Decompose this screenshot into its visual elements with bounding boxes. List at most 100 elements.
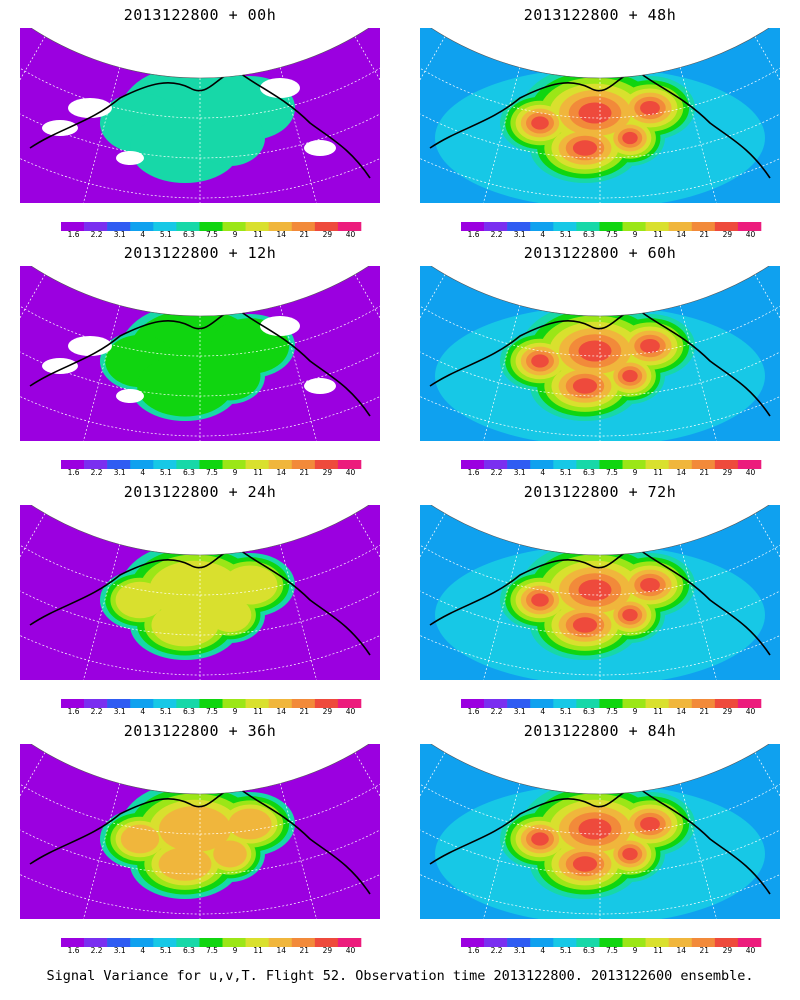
colorbar-swatch <box>714 938 739 947</box>
colorbar-swatch <box>484 460 508 469</box>
colorbar-swatch <box>61 222 85 231</box>
colorbar-swatch <box>507 222 531 231</box>
colorbar: 1.6 2.2 3.1 4 5.1 6.3 7.5 9 11 14 21 29 40 <box>461 222 762 238</box>
colorbar-tick-label: 11 <box>253 468 263 476</box>
colorbar-swatch <box>314 222 339 231</box>
colorbar-tick-label: 4 <box>540 707 545 715</box>
colorbar-swatch <box>268 222 293 231</box>
colorbar-swatch <box>107 460 131 469</box>
colorbar-tick-label: 29 <box>723 707 733 715</box>
colorbar-tick-label: 29 <box>723 946 733 954</box>
colorbar-tick-label: 7.5 <box>206 230 218 238</box>
colorbar-swatch <box>107 938 131 947</box>
panel-title: 2013122800 + 60h <box>523 244 677 262</box>
colorbar-swatch <box>737 460 762 469</box>
colorbar-tick-label: 11 <box>253 946 263 954</box>
colorbar-tick-label: 11 <box>653 230 663 238</box>
colorbar-tick-label: 2.2 <box>91 707 103 715</box>
colorbar-swatch <box>622 222 646 231</box>
colorbar-swatch <box>337 699 362 708</box>
colorbar-swatch <box>668 938 693 947</box>
colorbar-tick-label: 6.3 <box>183 946 195 954</box>
colorbar: 1.6 2.2 3.1 4 5.1 6.3 7.5 9 11 14 21 29 40 <box>61 222 362 238</box>
colorbar-swatch <box>737 222 762 231</box>
colorbar-swatch <box>176 460 200 469</box>
colorbar-tick-label: 5.1 <box>560 946 572 954</box>
colorbar-swatch <box>668 460 693 469</box>
colorbar-tick-label: 11 <box>653 707 663 715</box>
colorbar-tick-label: 21 <box>700 230 710 238</box>
colorbar-swatch <box>199 938 223 947</box>
polar-sector-map <box>420 266 780 441</box>
colorbar-tick-label: 3.1 <box>514 707 526 715</box>
colorbar-tick-label: 7.5 <box>606 946 618 954</box>
colorbar-tick-label: 21 <box>300 230 310 238</box>
colorbar-swatch <box>107 222 131 231</box>
colorbar-tick-label: 40 <box>746 707 756 715</box>
polar-sector-map <box>20 505 380 680</box>
colorbar-swatch <box>691 699 716 708</box>
colorbar-swatch <box>153 460 177 469</box>
colorbar-swatch <box>84 699 108 708</box>
colorbar-swatch <box>576 460 600 469</box>
colorbar-swatch <box>176 222 200 231</box>
colorbar-tick-label: 3.1 <box>114 468 126 476</box>
colorbar-tick-label: 1.6 <box>468 468 480 476</box>
colorbar-tick-label: 1.6 <box>468 946 480 954</box>
colorbar-swatch <box>507 699 531 708</box>
colorbar-tick-label: 3.1 <box>514 230 526 238</box>
colorbar-swatch <box>484 699 508 708</box>
colorbar-swatch <box>461 222 485 231</box>
colorbar-tick-label: 4 <box>140 707 145 715</box>
colorbar-swatch <box>245 460 269 469</box>
colorbar-swatch <box>737 938 762 947</box>
colorbar-swatch <box>153 938 177 947</box>
colorbar-tick-label: 29 <box>323 230 333 238</box>
colorbar-swatch <box>645 222 669 231</box>
colorbar-tick-label: 21 <box>300 707 310 715</box>
colorbar-tick-label: 21 <box>700 468 710 476</box>
colorbar-tick-label: 9 <box>233 468 238 476</box>
colorbar-swatch <box>130 222 154 231</box>
colorbar-tick-label: 5.1 <box>560 707 572 715</box>
colorbar-swatch <box>291 460 316 469</box>
colorbar-swatch <box>576 938 600 947</box>
polar-sector-map <box>420 505 780 680</box>
colorbar-tick-label: 5.1 <box>160 946 172 954</box>
colorbar-swatch <box>153 699 177 708</box>
colorbar-tick-label: 3.1 <box>114 230 126 238</box>
panel-title: 2013122800 + 00h <box>123 6 277 24</box>
colorbar-tick-label: 11 <box>253 707 263 715</box>
colorbar-tick-label: 5.1 <box>160 230 172 238</box>
colorbar-tick-label: 6.3 <box>183 230 195 238</box>
colorbar-tick-label: 7.5 <box>206 707 218 715</box>
colorbar-swatch <box>461 699 485 708</box>
colorbar-swatch <box>530 460 554 469</box>
colorbar-tick-label: 40 <box>346 468 356 476</box>
colorbar-tick-label: 29 <box>323 946 333 954</box>
colorbar-tick-label: 9 <box>233 946 238 954</box>
colorbar-swatch <box>337 938 362 947</box>
colorbar-swatch <box>222 222 246 231</box>
colorbar-tick-label: 1.6 <box>68 946 80 954</box>
colorbar-tick-label: 29 <box>723 230 733 238</box>
colorbar-swatch <box>130 699 154 708</box>
colorbar-swatch <box>553 938 577 947</box>
colorbar-tick-label: 21 <box>300 946 310 954</box>
map-panel: 2013122800 + 72h 1.6 2.2 3.1 4 5.1 6.3 7.5 9 11 14… <box>400 477 800 715</box>
colorbar-tick-label: 1.6 <box>68 230 80 238</box>
colorbar-tick-label: 2.2 <box>491 468 503 476</box>
colorbar: 1.6 2.2 3.1 4 5.1 6.3 7.5 9 11 14 21 29 40 <box>461 938 762 954</box>
colorbar-swatch <box>245 699 269 708</box>
colorbar-swatch <box>691 460 716 469</box>
colorbar-tick-label: 40 <box>346 946 356 954</box>
colorbar-tick-label: 14 <box>676 946 686 954</box>
colorbar-tick-label: 21 <box>300 468 310 476</box>
colorbar-swatch <box>291 699 316 708</box>
colorbar-tick-label: 9 <box>633 230 638 238</box>
colorbar-swatch <box>222 460 246 469</box>
colorbar-tick-label: 4 <box>140 230 145 238</box>
map-panel: 2013122800 + 36h 1.6 2.2 3.1 4 5.1 6.3 7.5 9 11 14… <box>0 716 400 954</box>
colorbar-swatch <box>222 938 246 947</box>
panel-title: 2013122800 + 24h <box>123 483 277 501</box>
